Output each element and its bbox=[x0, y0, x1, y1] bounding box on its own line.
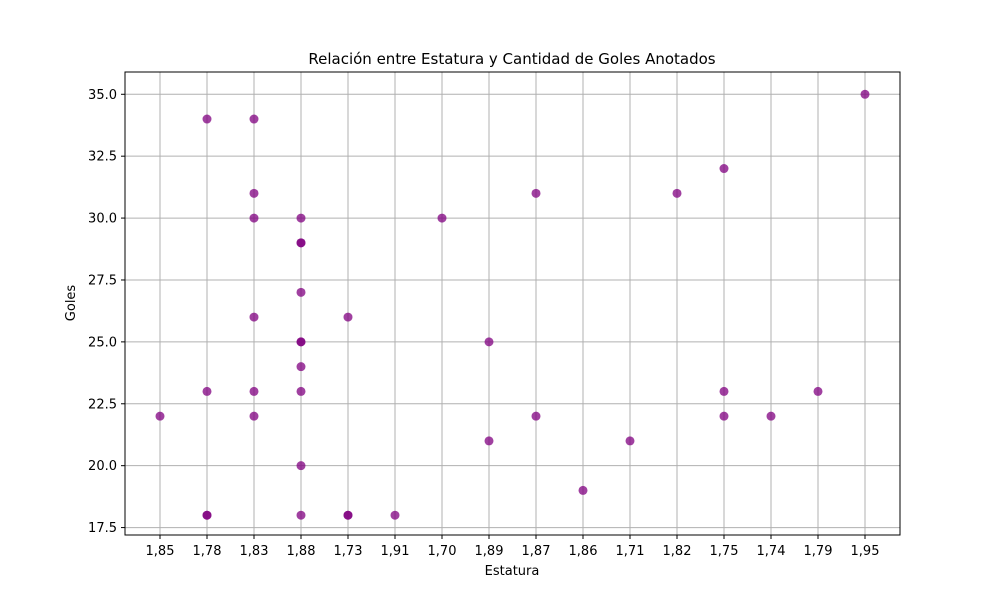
data-point bbox=[249, 312, 259, 322]
data-point bbox=[249, 114, 259, 124]
x-tick-label: 1,85 bbox=[146, 544, 175, 559]
data-point bbox=[484, 337, 494, 347]
x-tick-label: 1,89 bbox=[475, 544, 504, 559]
data-point bbox=[249, 411, 259, 421]
x-tick-label: 1,95 bbox=[851, 544, 880, 559]
data-point bbox=[202, 114, 212, 124]
x-tick-label: 1,82 bbox=[663, 544, 692, 559]
grid-layer bbox=[125, 72, 900, 535]
x-tick-label: 1,79 bbox=[804, 544, 833, 559]
x-tick-label: 1,86 bbox=[569, 544, 598, 559]
y-tick-label: 22.5 bbox=[88, 397, 117, 412]
data-point bbox=[343, 510, 353, 520]
data-point bbox=[719, 164, 729, 174]
data-point bbox=[531, 411, 541, 421]
data-point bbox=[437, 213, 447, 223]
x-tick-label: 1,71 bbox=[616, 544, 645, 559]
data-point bbox=[296, 362, 306, 372]
x-tick-label: 1,88 bbox=[287, 544, 316, 559]
x-tick-label: 1,83 bbox=[240, 544, 269, 559]
y-axis-label: Goles bbox=[64, 285, 79, 322]
data-point bbox=[249, 188, 259, 198]
data-point bbox=[672, 188, 682, 198]
data-point bbox=[296, 213, 306, 223]
chart-title: Relación entre Estatura y Cantidad de Go… bbox=[308, 50, 715, 68]
x-axis-label: Estatura bbox=[485, 564, 540, 579]
data-point bbox=[625, 436, 635, 446]
x-tick-label: 1,75 bbox=[710, 544, 739, 559]
data-point bbox=[343, 312, 353, 322]
y-tick-label: 25.0 bbox=[88, 335, 117, 350]
data-point bbox=[766, 411, 776, 421]
data-point bbox=[860, 89, 870, 99]
data-point bbox=[296, 238, 306, 248]
data-point bbox=[296, 510, 306, 520]
data-point bbox=[202, 510, 212, 520]
data-point bbox=[296, 461, 306, 471]
y-tick-label: 32.5 bbox=[88, 150, 117, 165]
x-tick-label: 1,78 bbox=[193, 544, 222, 559]
x-tick-label: 1,74 bbox=[757, 544, 786, 559]
data-point bbox=[484, 436, 494, 446]
x-tick-label: 1,91 bbox=[381, 544, 410, 559]
data-point bbox=[813, 386, 823, 396]
data-point bbox=[719, 386, 729, 396]
y-tick-label: 30.0 bbox=[88, 212, 117, 227]
x-ticks: 1,85 1,78 1,83 1,88 1,73 1,91 1,70 1,89 1,87 1,86… bbox=[146, 535, 880, 559]
data-point bbox=[578, 485, 588, 495]
data-point bbox=[202, 386, 212, 396]
data-point bbox=[390, 510, 400, 520]
y-tick-label: 27.5 bbox=[88, 273, 117, 288]
x-tick-label: 1,73 bbox=[334, 544, 363, 559]
points-layer bbox=[155, 89, 870, 520]
plot-frame bbox=[124, 71, 901, 536]
y-tick-label: 35.0 bbox=[88, 88, 117, 103]
data-point bbox=[155, 411, 165, 421]
y-ticks: 17.5 20.0 22.5 25.0 27.5 30.0 32.5 35.0 bbox=[88, 88, 125, 536]
data-point bbox=[296, 287, 306, 297]
data-point bbox=[296, 337, 306, 347]
data-point bbox=[249, 386, 259, 396]
y-tick-label: 20.0 bbox=[88, 459, 117, 474]
x-tick-label: 1,87 bbox=[522, 544, 551, 559]
y-tick-label: 17.5 bbox=[88, 521, 117, 536]
x-tick-label: 1,70 bbox=[428, 544, 457, 559]
data-point bbox=[719, 411, 729, 421]
data-point bbox=[296, 386, 306, 396]
data-point bbox=[531, 188, 541, 198]
data-point bbox=[249, 213, 259, 223]
